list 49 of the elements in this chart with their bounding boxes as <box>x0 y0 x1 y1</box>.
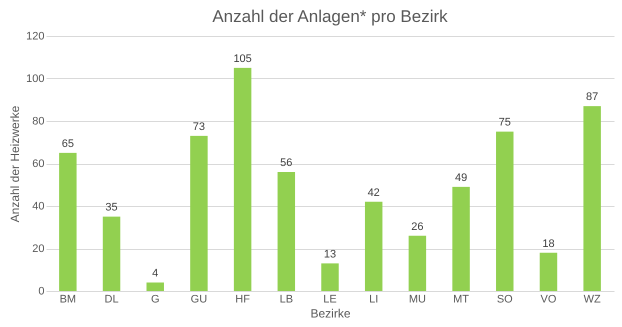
bar <box>496 132 514 291</box>
data-label: 13 <box>324 248 336 260</box>
data-label: 65 <box>62 138 74 150</box>
x-tick-label: DL <box>104 294 119 306</box>
data-label: 75 <box>498 116 511 129</box>
y-tick-label: 20 <box>32 243 44 255</box>
data-label: 18 <box>542 238 555 250</box>
data-label: 105 <box>233 52 252 65</box>
chart-title: Anzahl der Anlagen* pro Bezirk <box>212 7 448 26</box>
bar <box>321 263 339 291</box>
y-tick-label: 100 <box>26 73 44 85</box>
x-tick-label: VO <box>540 294 557 306</box>
bar <box>540 252 558 291</box>
x-tick-label: G <box>150 294 160 306</box>
y-axis-title: Anzahl der Heizwerke <box>8 105 22 222</box>
bar <box>146 282 164 291</box>
data-label: 4 <box>152 268 158 280</box>
y-tick-label: 0 <box>38 286 44 298</box>
x-tick-label: BM <box>60 294 76 306</box>
x-tick-label: GU <box>190 294 208 306</box>
bar <box>278 172 296 291</box>
bar <box>364 202 382 291</box>
x-tick-label: WZ <box>584 294 601 306</box>
data-label: 49 <box>454 172 468 184</box>
bar <box>234 68 252 291</box>
data-label: 42 <box>368 186 380 199</box>
y-tick-label: 120 <box>26 30 44 42</box>
x-tick-label: MT <box>453 294 470 306</box>
x-tick-label: MU <box>408 294 426 306</box>
bar <box>583 106 601 291</box>
x-tick-label: HF <box>235 294 250 306</box>
x-axis-title: Bezirke <box>310 306 351 320</box>
bar <box>59 152 77 291</box>
x-tick-label: SO <box>496 294 514 306</box>
x-tick-label: LI <box>369 294 378 306</box>
data-label: 87 <box>586 91 598 104</box>
bar <box>452 186 470 291</box>
data-label: 73 <box>192 120 206 133</box>
bar <box>190 136 208 291</box>
y-tick-label: 60 <box>32 158 44 170</box>
y-tick-label: 40 <box>32 200 44 212</box>
data-label: 56 <box>280 157 292 169</box>
bar <box>102 216 120 291</box>
data-label: 35 <box>105 202 118 214</box>
y-tick-label: 80 <box>32 116 44 128</box>
x-tick-label: LE <box>323 294 337 306</box>
bar <box>408 236 426 291</box>
data-label: 26 <box>411 220 424 233</box>
x-tick-label: LB <box>280 294 294 306</box>
